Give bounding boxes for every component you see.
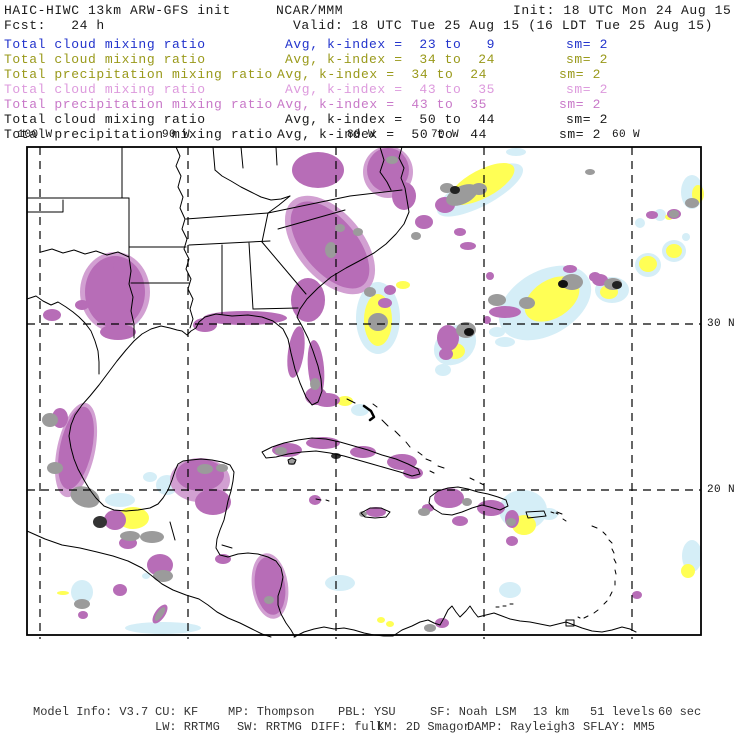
state-borders xyxy=(26,146,403,549)
small-islands xyxy=(315,398,617,619)
legend-kindex: Avg, k-index = 43 to 35 xyxy=(285,82,496,97)
legend-label: Total cloud mixing ratio xyxy=(4,112,206,127)
legend-row-1: Total cloud mixing ratio Avg, k-index = … xyxy=(0,38,740,52)
lon-label-80w: 80 W xyxy=(346,129,376,141)
longwave-scheme: LW: RRTMG xyxy=(155,720,220,734)
time-step: 60 sec xyxy=(658,705,702,719)
center-name: NCAR/MMM xyxy=(276,3,344,18)
lon-label-100w: 100 W xyxy=(17,129,53,141)
pacific-coast xyxy=(26,530,272,638)
legend-kindex: Avg, k-index = 50 to 44 xyxy=(277,127,488,142)
valid-time: Valid: 18 UTC Tue 25 Aug 15 (16 LDT Tue … xyxy=(293,18,714,33)
coastlines xyxy=(26,146,637,638)
legend-label: Total cloud mixing ratio xyxy=(4,37,206,52)
model-version: Model Info: V3.7 xyxy=(33,705,149,719)
km-option: KM: 2D Smagor xyxy=(377,720,471,734)
map-frame xyxy=(26,146,702,636)
model-title: HAIC-HIWC 13km ARW-GFS init xyxy=(4,3,231,18)
surface-scheme: SF: Noah LSM xyxy=(430,705,517,719)
header-line-2: Fcst: 24 h Valid: 18 UTC Tue 25 Aug 15 (… xyxy=(0,19,740,33)
legend-row-3: Total precipitation mixing ratio Avg, k-… xyxy=(0,68,740,82)
shading-purple-group xyxy=(43,148,681,628)
cumulus-scheme: CU: KF xyxy=(155,705,199,719)
lesser-antilles-arc xyxy=(556,511,617,619)
legend-kindex: Avg, k-index = 23 to 9 xyxy=(285,37,496,52)
cuba xyxy=(261,437,421,477)
isle-of-youth xyxy=(287,457,297,465)
shortwave-scheme: SW: RRTMG xyxy=(237,720,302,734)
delmarva-bay xyxy=(379,146,392,191)
shading-gray-group xyxy=(42,156,699,632)
abc-islands xyxy=(495,603,581,619)
legend-sm: sm= 2 xyxy=(559,97,602,112)
trinidad xyxy=(565,619,575,627)
legend-sm: sm= 2 xyxy=(566,82,609,97)
legend-kindex: Avg, k-index = 43 to 35 xyxy=(277,97,488,112)
lon-label-70w: 70 W xyxy=(430,129,460,141)
grid-spacing: 13 km xyxy=(533,705,570,719)
lon-label-60w: 60 W xyxy=(611,129,641,141)
init-time: Init: 18 UTC Mon 24 Aug 15 xyxy=(513,3,732,18)
cayman-islands xyxy=(315,498,330,502)
header-line-1: HAIC-HIWC 13km ARW-GFS init NCAR/MMM Ini… xyxy=(0,4,740,18)
south-america-coast xyxy=(392,605,637,637)
legend-kindex: Avg, k-index = 34 to 24 xyxy=(285,52,496,67)
hispaniola xyxy=(428,486,509,516)
legend-label: Total cloud mixing ratio xyxy=(4,52,206,67)
legend-label: Total precipitation mixing ratio xyxy=(4,127,273,142)
bahamas-marks xyxy=(346,398,445,474)
lat-label-20n: 20 N xyxy=(707,484,736,496)
legend-label: Total precipitation mixing ratio xyxy=(4,67,273,82)
legend-sm: sm= 2 xyxy=(566,112,609,127)
legend-sm: sm= 2 xyxy=(566,37,609,52)
turks-caicos xyxy=(469,477,485,486)
legend-row-7: Total precipitation mixing ratio Avg, k-… xyxy=(0,128,740,142)
legend-row-6: Total cloud mixing ratio Avg, k-index = … xyxy=(0,113,740,127)
legend-row-5: Total precipitation mixing ratio Avg, k-… xyxy=(0,98,740,112)
rio-grande xyxy=(26,295,100,375)
legend-kindex: Avg, k-index = 34 to 24 xyxy=(277,67,488,82)
level-count: 51 levels xyxy=(590,705,655,719)
virgin-islands xyxy=(550,511,559,515)
damping-option: DAMP: Rayleigh3 xyxy=(467,720,576,734)
legend-sm: sm= 2 xyxy=(566,52,609,67)
shading-light-purple-group xyxy=(54,146,413,619)
microphysics-scheme: MP: Thompson xyxy=(228,705,315,719)
legend-sm: sm= 2 xyxy=(559,67,602,82)
lon-label-90w: 90 W xyxy=(161,129,191,141)
us-gulf-atlantic-coast xyxy=(68,146,410,638)
forecast-hour: Fcst: 24 h xyxy=(4,18,105,33)
lat-label-30n: 30 N xyxy=(707,318,736,330)
grid-lines xyxy=(27,147,701,639)
pbl-scheme: PBL: YSU xyxy=(338,705,396,719)
legend-row-2: Total cloud mixing ratio Avg, k-index = … xyxy=(0,53,740,67)
legend-sm: sm= 2 xyxy=(559,127,602,142)
legend-label: Total cloud mixing ratio xyxy=(4,82,206,97)
jamaica xyxy=(360,507,391,519)
diffusion-option: DIFF: full xyxy=(311,720,384,734)
andros-island xyxy=(362,404,376,422)
legend-row-4: Total cloud mixing ratio Avg, k-index = … xyxy=(0,83,740,97)
puerto-rico xyxy=(525,510,547,519)
legend-label: Total precipitation mixing ratio xyxy=(4,97,273,112)
legend-kindex: Avg, k-index = 50 to 44 xyxy=(285,112,496,127)
surface-layer-scheme: SFLAY: MM5 xyxy=(583,720,656,734)
